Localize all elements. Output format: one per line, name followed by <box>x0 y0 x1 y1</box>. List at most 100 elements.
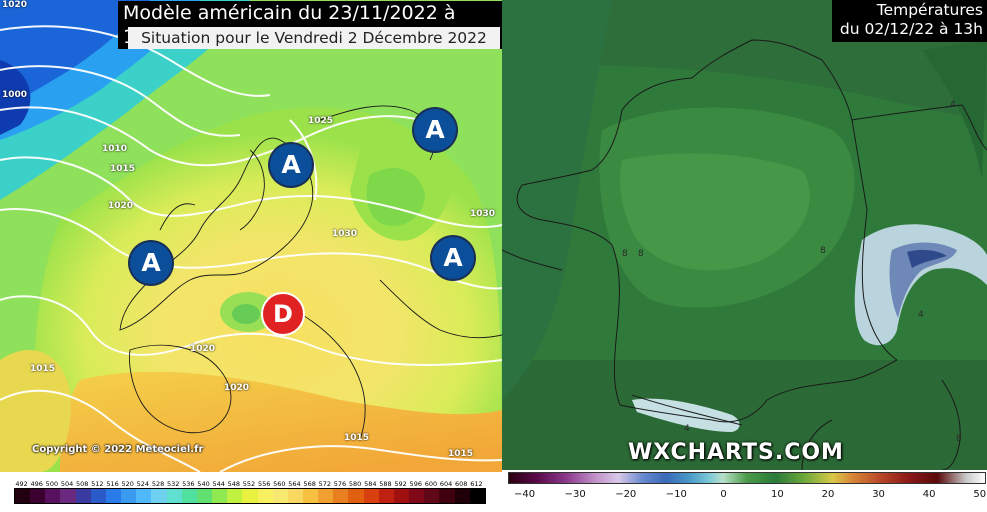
isobar-label: 1015 <box>110 164 136 174</box>
high-pressure-marker-scandinavia: A <box>270 144 312 186</box>
colorbar-swatch <box>439 489 455 503</box>
isobar-label: 1020 <box>190 344 216 354</box>
colorbar-swatch <box>424 489 440 503</box>
colorbar-tick-label: 520 <box>121 480 134 488</box>
high-pressure-marker-atlantic: A <box>130 242 172 284</box>
colorbar-swatch <box>409 489 425 503</box>
colorbar-swatch <box>181 489 197 503</box>
colorbar-tick-label: 540 <box>197 480 210 488</box>
colorbar-swatch <box>469 489 485 503</box>
grid-label: 4 <box>684 424 690 434</box>
temperature-map-panel: Températures du 02/12/22 à 13h 8 8 4 4 4… <box>502 0 987 512</box>
colorbar-tick-label: 552 <box>242 480 256 488</box>
grid-label: 8 <box>820 246 826 256</box>
colorbar-swatch <box>121 489 137 503</box>
geopotential-map <box>0 0 502 472</box>
grid-label: 4 <box>918 310 924 320</box>
colorbar-swatch <box>378 489 394 503</box>
temperature-map <box>502 0 987 470</box>
isobar-label: 1030 <box>470 209 496 219</box>
colorbar-swatch <box>60 489 76 503</box>
copyright-text: Copyright © 2022 Meteociel.fr <box>32 444 204 455</box>
isobars <box>0 25 502 472</box>
colorbar-tick-label: 556 <box>257 480 271 488</box>
colorbar-tick-label: 532 <box>166 480 180 488</box>
colorbar-swatch <box>212 489 228 503</box>
temperature-title-line2: du 02/12/22 à 13h <box>839 20 983 38</box>
colorbar-tick-label: 564 <box>288 480 301 488</box>
colorbar-swatch <box>257 489 273 503</box>
map-subtitle: Situation pour le Vendredi 2 Décembre 20… <box>128 27 500 49</box>
colorbar-tick-label: 596 <box>409 480 422 488</box>
isobar-label: 1030 <box>332 229 358 239</box>
colorbar-swatch <box>318 489 334 503</box>
wxcharts-watermark: WXCHARTS.COM <box>628 440 844 465</box>
colorbar-tick-label: 608 <box>455 480 468 488</box>
colorbar-tick-label: 584 <box>364 480 377 488</box>
colorbar-tick-label: 600 <box>424 480 438 488</box>
colorbar-tick-label: 504 <box>60 480 74 488</box>
colorbar-tick-label: 548 <box>227 480 241 488</box>
colorbar-swatch <box>272 489 288 503</box>
colorbar-tick-label: 40 <box>922 489 936 500</box>
colorbar-swatch <box>45 489 61 503</box>
colorbar-swatch <box>90 489 106 503</box>
colorbar-swatch <box>15 489 31 503</box>
colorbar-tick-label: 524 <box>136 480 150 488</box>
colorbar-tick-label: 0 <box>720 489 727 500</box>
isobar-label: 1025 <box>308 116 334 126</box>
isobar-label: 1010 <box>102 144 128 154</box>
high-pressure-marker-finland: A <box>414 109 456 151</box>
high-pressure-marker-russia: A <box>432 237 474 279</box>
colorbar-swatch <box>348 489 364 503</box>
france-borders <box>502 39 987 470</box>
colorbar-tick-label: −20 <box>615 489 637 500</box>
colorbar-tick-label: 30 <box>872 489 885 500</box>
colorbar-tick-label: 496 <box>30 480 43 488</box>
colorbar-swatch <box>302 489 319 503</box>
colorbar-tick-label: 544 <box>212 480 225 488</box>
colorbar-swatch <box>196 489 213 503</box>
colorbar-swatch <box>166 489 182 503</box>
colorbar-swatch <box>136 489 152 503</box>
isobar-label: 1015 <box>344 433 370 443</box>
isobar-label: 1000 <box>2 90 28 100</box>
colorbar-tick-label: 20 <box>821 489 835 500</box>
temperature-map-title: Températures du 02/12/22 à 13h <box>831 0 987 42</box>
colorbar-swatch <box>287 489 303 503</box>
colorbar-tick-label: 572 <box>318 480 332 488</box>
isobar-label: 1020 <box>224 383 250 393</box>
isobar-label: 1015 <box>448 449 474 459</box>
colorbar-swatch <box>30 489 46 503</box>
colorbar-tick-label: 592 <box>394 480 407 488</box>
colorbar-tick-label: 500 <box>45 480 59 488</box>
colorbar-swatch <box>363 489 379 503</box>
isobar-label: 1015 <box>30 364 56 374</box>
colorbar-tick-label: 580 <box>348 480 362 488</box>
colorbar-tick-label: 536 <box>182 480 195 488</box>
colorbar-tick-label: −10 <box>665 489 687 500</box>
colorbar-swatch <box>105 489 122 503</box>
colorbar-swatch <box>151 489 167 503</box>
colorbar-tick-label: 508 <box>76 480 89 488</box>
colorbar-swatch <box>454 489 470 503</box>
colorbar-swatch <box>242 489 258 503</box>
colorbar-tick-label: −40 <box>514 489 536 500</box>
grid-label: 8 <box>638 249 644 259</box>
colorbar-tick-label: 560 <box>273 480 286 488</box>
colorbar-tick-label: 50 <box>973 489 987 500</box>
grid-label: 4 <box>950 100 956 110</box>
colorbar-tick-label: 568 <box>303 480 316 488</box>
temperature-title-line1: Températures <box>876 1 983 19</box>
grid-label: 8 <box>622 249 628 259</box>
colorbar-tick-label: −30 <box>564 489 586 500</box>
geopotential-map-panel: Modèle américain du 23/11/2022 à 12h Sit… <box>0 0 502 504</box>
temperature-colorbar <box>508 472 986 484</box>
colorbar-tick-label: 10 <box>771 489 784 500</box>
colorbar-tick-label: 512 <box>91 480 104 488</box>
isobar-label: 1020 <box>2 0 28 10</box>
grid-label: 8 <box>956 434 962 444</box>
colorbar-tick-label: 516 <box>106 480 119 488</box>
colorbar-swatch <box>333 489 349 503</box>
isobar-label: 1020 <box>108 201 134 211</box>
